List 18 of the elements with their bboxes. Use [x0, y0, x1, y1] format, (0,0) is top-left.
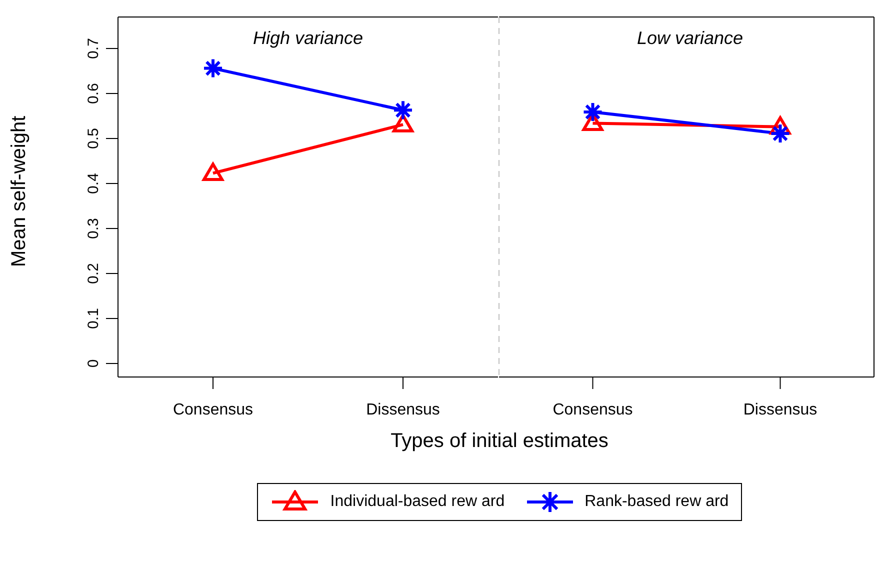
- y-tick-label: 0.6: [85, 83, 102, 104]
- y-tick-label: 0: [85, 359, 102, 368]
- y-tick-label: 0.5: [85, 128, 102, 149]
- legend-label: Individual-based rew ard: [330, 493, 505, 511]
- y-axis-title: Mean self-weight: [8, 115, 30, 267]
- text: Low variance: [636, 28, 744, 49]
- y-tick-label: 0.7: [85, 38, 102, 59]
- y-tick-label: 0.2: [85, 263, 102, 284]
- x-tick-label: Dissensus: [366, 401, 440, 418]
- text: High variance: [252, 28, 364, 49]
- x-tick-label: Dissensus: [743, 401, 818, 418]
- x-axis-title: Types of initial estimates: [390, 430, 610, 453]
- x-tick-label: Consensus: [552, 401, 633, 418]
- y-tick-label: 0.3: [85, 218, 102, 239]
- y-tick-label: 0.1: [85, 308, 102, 329]
- legend-label: Rank-based rew ard: [584, 493, 729, 511]
- y-tick-label: 0.4: [85, 173, 102, 194]
- x-tick-label: Consensus: [172, 401, 254, 418]
